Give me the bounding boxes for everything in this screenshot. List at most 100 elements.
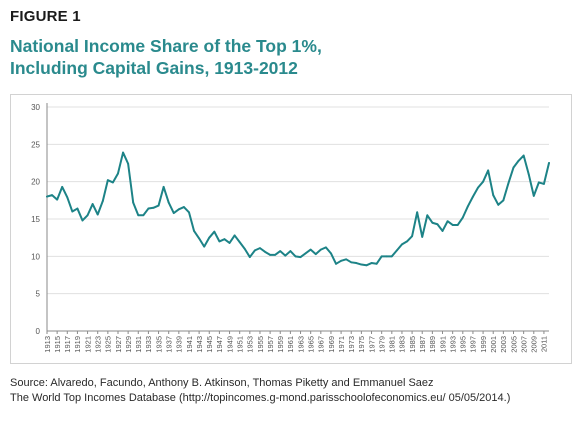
x-tick-label: 1927 [114, 336, 123, 353]
data-point [446, 220, 449, 223]
data-point [289, 250, 292, 253]
data-point [466, 205, 469, 208]
data-point [193, 230, 195, 232]
line-chart: 0 5 10 15 20 25 30 1913 1915 1917 1919 1921 1923 1925… [31, 103, 550, 353]
data-point [61, 185, 64, 188]
data-point [477, 186, 479, 189]
x-tick-label: 1923 [94, 336, 103, 353]
data-point [243, 247, 246, 250]
x-tick-label: 1931 [134, 336, 143, 353]
x-tick-label: 1925 [104, 336, 113, 353]
x-tick-label: 2001 [489, 336, 498, 353]
data-point [294, 255, 297, 258]
x-tick-label: 1939 [175, 336, 184, 353]
x-tick-label: 1929 [124, 336, 133, 353]
data-point [51, 194, 53, 197]
data-point [279, 250, 282, 253]
data-point [264, 250, 266, 253]
x-tick-label: 2009 [530, 336, 539, 353]
x-tick-label: 1915 [53, 336, 62, 353]
x-tick-label: 1999 [479, 336, 488, 353]
data-point [319, 248, 322, 251]
x-tick-label: 1965 [306, 336, 315, 353]
chart-title: National Income Share of the Top 1%, Inc… [10, 35, 570, 79]
y-tick-label: 0 [36, 327, 41, 336]
data-point [142, 214, 145, 217]
data-point [324, 246, 327, 249]
x-tick-label: 1981 [388, 336, 397, 353]
data-point [238, 241, 241, 244]
x-tick-label: 1959 [276, 336, 285, 353]
data-point [355, 262, 358, 264]
x-tick-label: 1935 [154, 336, 163, 353]
data-point [253, 249, 256, 252]
data-point [411, 235, 413, 238]
x-tick-label: 1983 [398, 336, 407, 353]
data-point [203, 245, 206, 248]
data-point [304, 252, 307, 255]
x-tick-label: 1971 [337, 336, 346, 353]
y-tick-label: 30 [31, 103, 40, 112]
data-point [127, 162, 130, 165]
x-tick-label: 1921 [83, 336, 92, 353]
data-point [517, 159, 520, 162]
data-point [527, 173, 530, 176]
data-point [157, 204, 160, 207]
x-tick-label: 2005 [509, 336, 518, 353]
x-tick-label: 2007 [519, 336, 528, 353]
x-tick-label: 1995 [459, 336, 468, 353]
data-point [218, 240, 221, 243]
data-point [537, 181, 540, 184]
data-point [117, 172, 119, 175]
x-tick-label: 2011 [540, 336, 549, 352]
data-point [335, 262, 337, 265]
data-point [177, 208, 180, 211]
x-tick-label: 1975 [357, 336, 366, 353]
x-tick-label: 1985 [408, 336, 417, 353]
data-point [512, 166, 515, 169]
data-point [543, 183, 545, 185]
data-point [152, 206, 155, 209]
y-tick-label: 10 [31, 252, 40, 261]
data-point [167, 201, 170, 204]
data-point [350, 261, 353, 264]
source-line-1: Source: Alvaredo, Facundo, Anthony B. At… [10, 377, 434, 389]
data-point [375, 262, 378, 265]
source-note: Source: Alvaredo, Facundo, Anthony B. At… [10, 376, 575, 406]
data-point [548, 162, 550, 164]
x-tick-label: 1949 [225, 336, 234, 353]
data-point [330, 252, 332, 255]
data-point [472, 195, 474, 198]
data-point [451, 224, 454, 226]
data-point [284, 254, 287, 257]
x-tick-label: 1979 [377, 336, 386, 353]
x-tick-label: 1973 [347, 336, 356, 353]
data-point [259, 247, 261, 250]
chart-title-line-1: National Income Share of the Top 1%, [10, 36, 322, 56]
data-point [269, 253, 272, 256]
x-tick-label: 1957 [266, 336, 275, 353]
data-point [401, 243, 403, 246]
data-point [147, 207, 150, 210]
x-tick-label: 1913 [43, 336, 52, 353]
data-point [314, 253, 317, 255]
data-point [416, 211, 419, 214]
data-point [183, 206, 185, 208]
x-tick-label: 1945 [205, 336, 214, 353]
series-line [46, 151, 550, 267]
data-point [172, 212, 175, 214]
data-point [385, 255, 388, 258]
data-point [228, 241, 231, 244]
x-tick-label: 1937 [164, 336, 173, 353]
x-tick-label: 1941 [185, 336, 194, 353]
y-tick-label: 15 [31, 215, 40, 224]
data-point [441, 230, 444, 232]
data-point [487, 169, 490, 172]
data-point [137, 214, 140, 217]
data-point [299, 256, 302, 258]
data-point [101, 200, 104, 202]
chart-panel: 0 5 10 15 20 25 30 1913 1915 1917 1919 1921 1923 1925… [10, 94, 572, 364]
data-point [162, 185, 165, 188]
data-point [532, 194, 535, 197]
data-point [76, 207, 79, 210]
